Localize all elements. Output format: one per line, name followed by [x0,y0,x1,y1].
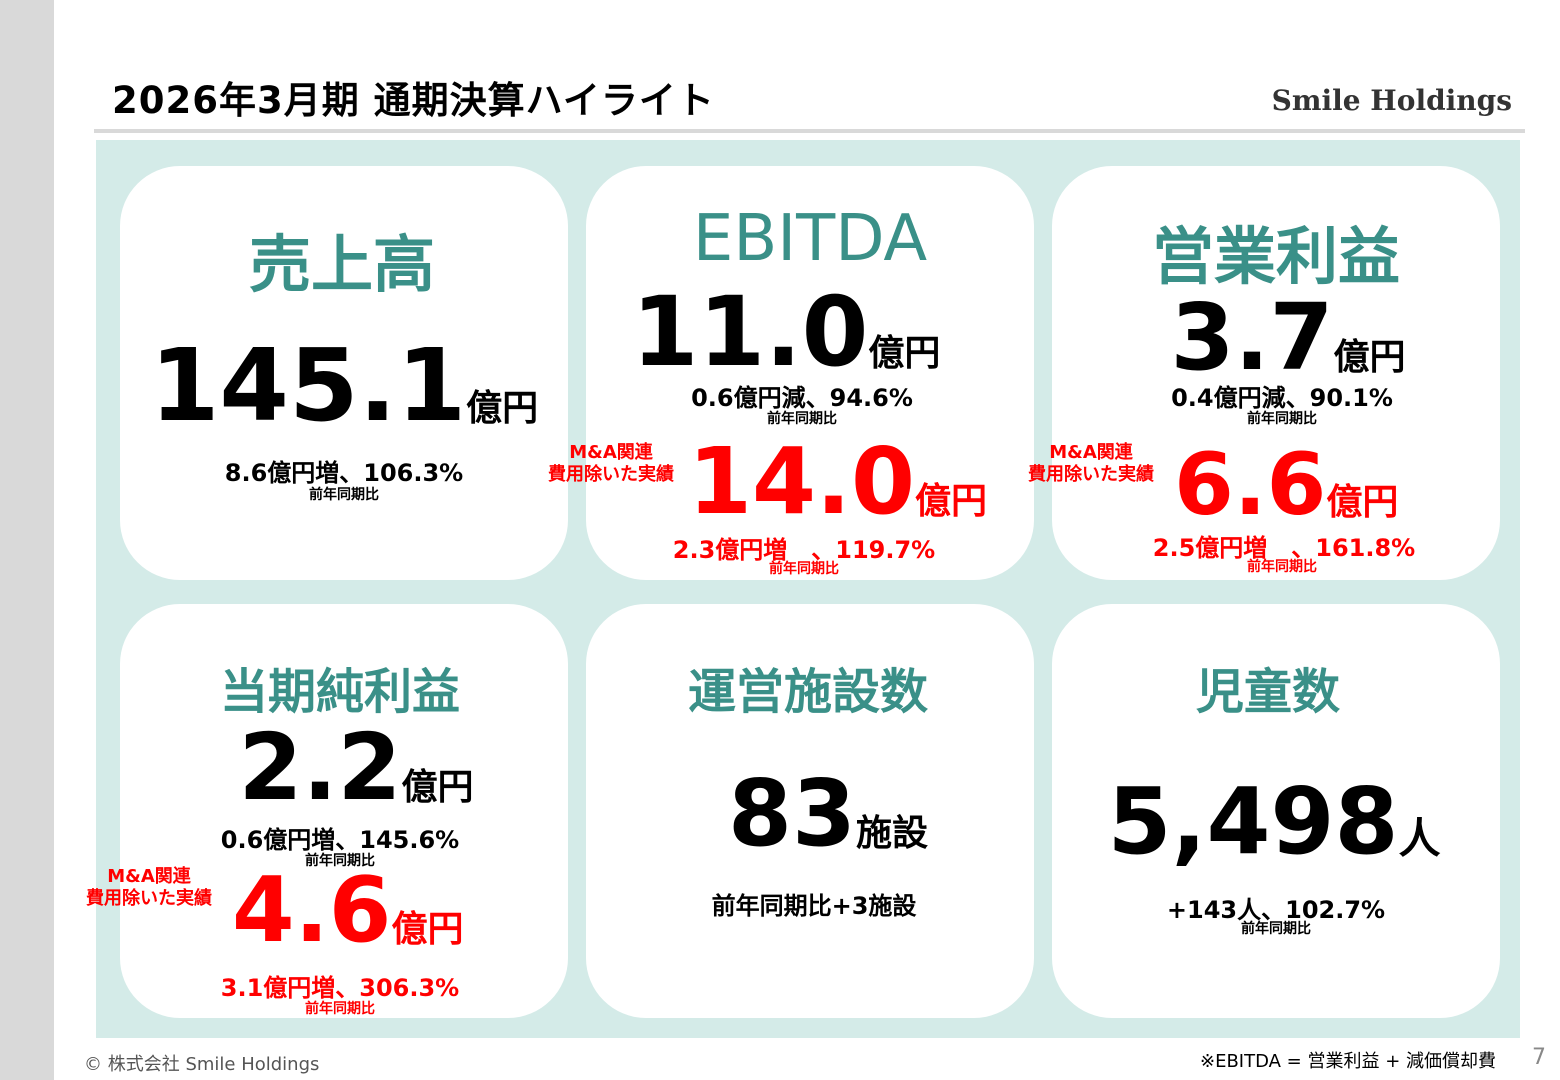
company-logo: Smile Holdings [1271,84,1512,117]
net-profit-value-row: 2.2億円 [239,722,474,814]
net-profit-change-note: 前年同期比 [305,853,375,869]
operating-profit-unit: 億円 [1333,337,1406,378]
operating-profit-ma-value: 6.6 [1174,435,1327,535]
operating-profit-value-row: 3.7億円 [1171,292,1406,384]
ebitda-ma-value-row: 14.0億円 [688,436,987,528]
operating-profit-change-note: 前年同期比 [1247,411,1317,427]
children-change: +143人、102.7% [1166,896,1386,924]
ebitda-change-note: 前年同期比 [767,411,837,427]
ebitda-title: EBITDA [692,202,928,276]
net-profit-value: 2.2 [238,714,402,821]
net-profit-ma-value: 4.6 [232,858,392,963]
net-profit-ma-label-line1: M&A関連 [107,866,191,887]
net-profit-change: 0.6億円増、145.6% [220,826,460,854]
sales-unit: 億円 [466,388,539,429]
operating-profit-ma-change-note: 前年同期比 [1247,559,1317,575]
ebitda-ma-change-note: 前年同期比 [769,561,839,577]
sales-value-row: 145.1億円 [150,336,538,436]
ebitda-ma-value: 14.0 [688,428,915,535]
ebitda-footnote: ※EBITDA = 営業利益 + 減価償却費 [1199,1051,1496,1072]
ebitda-value-row: 11.0億円 [632,284,941,380]
operating-profit-ma-label-line1: M&A関連 [1049,442,1133,463]
left-side-bar [0,0,54,1080]
net-profit-ma-value-row: 4.6億円 [232,866,463,956]
ebitda-ma-label-line2: 費用除いた実績 [548,464,674,485]
sales-change-note: 前年同期比 [309,487,379,503]
card-children: 児童数 5,498人 +143人、102.7% 前年同期比 [1052,604,1500,1018]
card-facilities: 運営施設数 83施設 前年同期比+3施設 [586,604,1034,1018]
children-value: 5,498 [1107,768,1399,875]
ebitda-value: 11.0 [631,276,869,388]
operating-profit-change: 0.4億円減、90.1% [1171,384,1393,412]
net-profit-ma-label-line2: 費用除いた実績 [86,888,212,909]
sales-value: 145.1 [149,327,467,444]
operating-profit-ma-label: M&A関連 費用除いた実績 [1028,442,1154,486]
net-profit-ma-unit: 億円 [391,909,464,950]
net-profit-ma-change-note: 前年同期比 [305,1001,375,1017]
facilities-value: 83 [727,760,857,867]
copyright: © 株式会社 Smile Holdings [84,1054,320,1075]
sales-change: 8.6億円増、106.3% [224,459,464,487]
page-number: 7 [1532,1045,1546,1070]
facilities-title: 運営施設数 [687,664,929,720]
operating-profit-ma-unit: 億円 [1326,482,1399,523]
sales-title: 売上高 [248,228,436,301]
facilities-value-row: 83施設 [728,768,928,860]
net-profit-ma-label: M&A関連 費用除いた実績 [86,866,212,910]
net-profit-title: 当期純利益 [219,664,461,720]
children-change-note: 前年同期比 [1241,921,1311,937]
children-value-row: 5,498人 [1107,776,1440,868]
children-unit: 人 [1398,814,1441,863]
card-ebitda: EBITDA 11.0億円 0.6億円減、94.6% 前年同期比 M&A関連 費… [548,166,1034,580]
net-profit-unit: 億円 [401,767,474,808]
net-profit-ma-change: 3.1億円増、306.3% [220,974,460,1002]
ebitda-ma-change: 2.3億円増 、119.7% [672,536,936,564]
ebitda-ma-label: M&A関連 費用除いた実績 [548,442,674,486]
operating-profit-ma-label-line2: 費用除いた実績 [1028,464,1154,485]
page-title: 2026年3月期 通期決算ハイライト [112,79,715,122]
card-net-profit: 当期純利益 2.2億円 0.6億円増、145.6% 前年同期比 M&A関連 費用… [86,604,568,1018]
ebitda-ma-unit: 億円 [915,481,988,522]
header-divider [94,129,1525,133]
operating-profit-ma-change: 2.5億円増 、161.8% [1152,534,1416,562]
ebitda-unit: 億円 [868,333,941,374]
operating-profit-value: 3.7 [1170,284,1334,391]
card-sales: 売上高 145.1億円 8.6億円増、106.3% 前年同期比 [120,166,568,580]
ebitda-ma-label-line1: M&A関連 [569,442,653,463]
card-operating-profit: 営業利益 3.7億円 0.4億円減、90.1% 前年同期比 M&A関連 費用除い… [1028,166,1500,580]
operating-profit-ma-value-row: 6.6億円 [1174,442,1398,528]
facilities-unit: 施設 [856,813,929,854]
operating-profit-title: 営業利益 [1151,220,1401,293]
facilities-change: 前年同期比+3施設 [711,892,917,920]
children-title: 児童数 [1195,664,1341,720]
ebitda-change: 0.6億円減、94.6% [691,384,913,412]
